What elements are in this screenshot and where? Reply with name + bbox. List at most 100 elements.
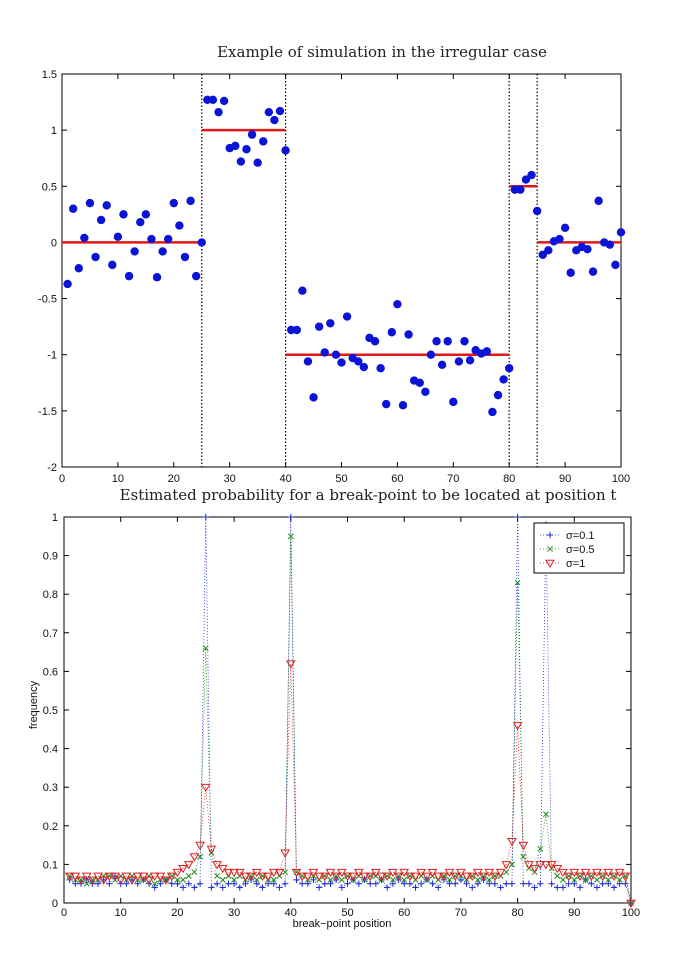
x-marker <box>197 853 203 860</box>
top-x-tick-label: 40 <box>279 473 291 485</box>
triangle-marker <box>166 872 177 881</box>
plus-marker <box>463 880 470 887</box>
plus-marker <box>616 880 623 887</box>
data-point <box>342 312 352 321</box>
data-point <box>68 204 78 213</box>
plus-marker <box>383 884 391 891</box>
data-point <box>415 378 424 387</box>
triangle-marker <box>87 876 98 885</box>
data-point <box>186 196 195 206</box>
triangle-marker <box>263 872 273 881</box>
plus-marker <box>508 880 516 887</box>
plus-marker <box>242 880 249 887</box>
x-marker <box>282 869 289 876</box>
plus-marker <box>418 880 425 887</box>
triangle-marker <box>376 872 387 881</box>
triangle-marker <box>342 872 353 881</box>
data-point <box>594 196 603 206</box>
data-point <box>555 234 564 244</box>
data-point <box>247 130 257 139</box>
triangle-marker <box>189 853 200 862</box>
plus-marker <box>503 880 510 887</box>
bottom-x-tick-label: 60 <box>398 907 410 919</box>
bottom-y-axis: 0 0.1 0.2 0.3 0.4 0.5 0.6 0.7 0.8 0.9 1 <box>43 512 631 910</box>
plus-marker <box>622 880 629 887</box>
bottom-y-tick-label: 0.8 <box>43 589 58 601</box>
triangle-marker <box>490 872 500 881</box>
data-point <box>382 399 391 409</box>
data-point <box>426 350 436 359</box>
x-marker <box>253 876 260 883</box>
plus-marker <box>151 884 158 891</box>
plus-marker <box>514 513 521 521</box>
x-marker <box>537 846 544 852</box>
data-point <box>242 145 251 154</box>
data-point <box>309 393 318 402</box>
plus-marker <box>531 884 538 891</box>
bottom-y-tick-label: 0.6 <box>43 666 58 678</box>
plus-marker <box>219 884 226 891</box>
x-marker <box>446 876 453 883</box>
data-point <box>147 234 156 244</box>
data-point <box>527 170 536 180</box>
triangle-marker <box>393 872 404 881</box>
x-marker <box>174 876 181 883</box>
x-marker <box>191 869 198 876</box>
plus-marker <box>486 880 493 887</box>
plus-marker <box>213 880 221 887</box>
data-point <box>270 115 279 125</box>
triangle-marker <box>206 845 217 854</box>
triangle-marker <box>149 872 160 881</box>
data-point <box>460 337 469 346</box>
x-marker <box>146 873 152 879</box>
bottom-y-tick-label: 0.5 <box>43 705 58 717</box>
triangle-marker <box>626 899 636 908</box>
top-breakpoint-lines <box>201 74 538 467</box>
data-point <box>354 357 363 366</box>
bottom-y-tick-label: 0.4 <box>43 744 58 756</box>
plus-marker <box>559 884 567 891</box>
plus-marker <box>548 880 555 887</box>
triangle-marker <box>535 861 546 870</box>
plus-marker <box>321 880 329 887</box>
data-point <box>331 350 341 359</box>
triangle-marker <box>433 872 444 881</box>
triangle-marker <box>172 868 183 878</box>
top-x-tick-label: 90 <box>559 473 571 485</box>
plus-marker <box>588 880 595 887</box>
plus-marker <box>315 884 323 891</box>
bottom-x-tick-label: 10 <box>115 907 127 919</box>
legend-entry: σ=0.1 <box>566 530 595 542</box>
triangle-marker <box>297 872 308 881</box>
plus-marker <box>236 884 243 891</box>
triangle-marker <box>529 864 540 874</box>
plus-marker <box>327 880 334 887</box>
top-y-axis: -2 -1.5 -1 -0.5 0 0.5 1 1.5 <box>38 69 621 474</box>
data-point <box>370 337 380 346</box>
data-point <box>611 260 620 270</box>
data-point <box>80 233 89 243</box>
triangle-marker <box>495 868 506 878</box>
plus-marker <box>106 880 113 887</box>
triangle-marker <box>518 841 529 851</box>
data-point <box>214 107 223 117</box>
plus-marker <box>546 531 554 539</box>
triangle-marker <box>285 660 296 669</box>
bottom-x-tick-label: 80 <box>511 907 523 919</box>
triangle-marker <box>450 872 461 881</box>
plus-marker <box>253 880 260 887</box>
x-marker <box>605 876 612 883</box>
top-y-tick-label: -0.5 <box>38 294 57 306</box>
bottom-x-tick-label: 20 <box>171 907 183 919</box>
x-marker <box>287 533 294 540</box>
plus-marker <box>281 880 289 887</box>
plus-marker <box>185 880 192 887</box>
top-y-tick-label: -1 <box>47 350 57 362</box>
data-point <box>583 244 592 254</box>
x-marker <box>616 876 623 883</box>
data-point <box>326 319 335 328</box>
plus-marker <box>576 884 584 891</box>
triangle-marker <box>161 876 171 885</box>
x-marker <box>389 876 396 883</box>
bottom-y-tick-label: 0.1 <box>43 859 58 871</box>
